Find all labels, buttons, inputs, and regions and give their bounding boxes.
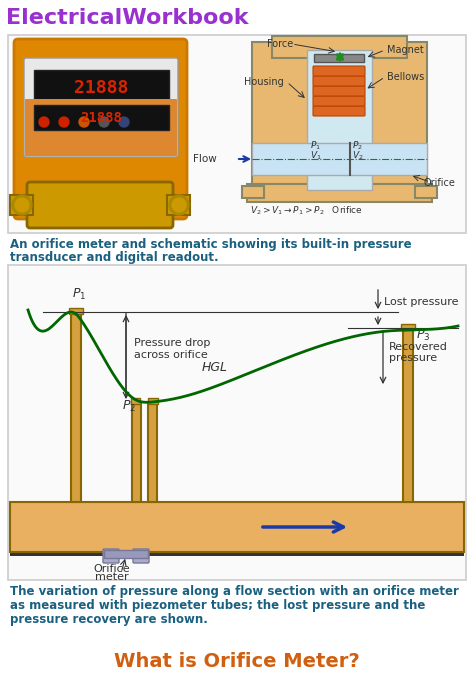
FancyBboxPatch shape [252,42,427,190]
Text: Lost pressure: Lost pressure [384,297,458,307]
FancyBboxPatch shape [103,549,119,563]
Bar [34,105,169,130]
FancyBboxPatch shape [25,99,177,156]
Text: meter: meter [95,572,129,582]
Text: $P_3$: $P_3$ [416,328,430,343]
Circle shape [39,117,49,127]
Circle shape [79,117,89,127]
FancyBboxPatch shape [313,86,365,96]
Circle shape [119,117,129,127]
Bar [69,308,83,314]
FancyBboxPatch shape [8,265,466,580]
Bar [104,550,148,558]
Text: Force: Force [267,39,293,49]
Bar [272,36,407,58]
Bar [131,398,140,404]
Text: $V_2$: $V_2$ [352,149,364,162]
Text: pressure recovery are shown.: pressure recovery are shown. [10,613,208,626]
FancyBboxPatch shape [24,58,178,157]
Text: What is Orifice Meter?: What is Orifice Meter? [114,652,360,671]
Circle shape [12,195,32,215]
Text: HGL: HGL [202,361,228,374]
Circle shape [15,198,29,212]
Text: $V_1$: $V_1$ [310,149,322,162]
FancyBboxPatch shape [313,76,365,86]
Text: An orifice meter and schematic showing its built-in pressure: An orifice meter and schematic showing i… [10,238,411,251]
Text: Housing: Housing [244,77,284,87]
Bar [132,402,141,502]
Text: Flow: Flow [193,154,217,164]
Text: $P_2$: $P_2$ [122,399,136,414]
Text: ElectricalWorkbook: ElectricalWorkbook [6,8,248,28]
Text: as measured with piezometer tubes; the lost pressure and the: as measured with piezometer tubes; the l… [10,599,425,612]
Text: $P_2$: $P_2$ [352,139,363,151]
Text: transducer and digital readout.: transducer and digital readout. [10,251,219,264]
Text: Pressure drop
across orifice: Pressure drop across orifice [134,338,210,360]
Text: Recovered
pressure: Recovered pressure [389,342,448,363]
FancyBboxPatch shape [313,106,365,116]
Bar [307,50,372,190]
FancyBboxPatch shape [8,35,466,233]
Bar [148,402,157,502]
Circle shape [169,195,189,215]
Text: The variation of pressure along a flow section with an orifice meter: The variation of pressure along a flow s… [10,585,459,598]
Bar [34,70,169,105]
Text: 21888: 21888 [74,79,128,97]
Bar [10,502,464,552]
Bar [252,143,427,175]
Bar [415,186,437,198]
Bar [167,195,190,215]
Text: 21888: 21888 [80,111,122,125]
Bar [247,184,432,202]
Circle shape [99,117,109,127]
Bar [71,312,81,502]
FancyBboxPatch shape [27,182,173,228]
Circle shape [172,198,186,212]
FancyBboxPatch shape [133,549,149,563]
Circle shape [59,117,69,127]
Text: $V_2>V_1\rightarrow P_1>P_2$   Orifice: $V_2>V_1\rightarrow P_1>P_2$ Orifice [250,204,363,216]
FancyBboxPatch shape [313,96,365,106]
Text: Bellows: Bellows [387,72,424,82]
Text: $P_1$: $P_1$ [310,139,321,151]
Bar [403,328,413,502]
Text: Magnet: Magnet [387,45,424,55]
Bar [314,54,364,62]
Bar [148,398,158,404]
Text: Orifice: Orifice [94,564,130,574]
FancyBboxPatch shape [14,39,187,219]
Bar [10,195,33,215]
Text: $P_1$: $P_1$ [72,287,86,302]
Text: Orifice: Orifice [424,178,456,188]
Bar [401,324,415,330]
Bar [10,548,464,556]
FancyBboxPatch shape [313,66,365,76]
Bar [242,186,264,198]
